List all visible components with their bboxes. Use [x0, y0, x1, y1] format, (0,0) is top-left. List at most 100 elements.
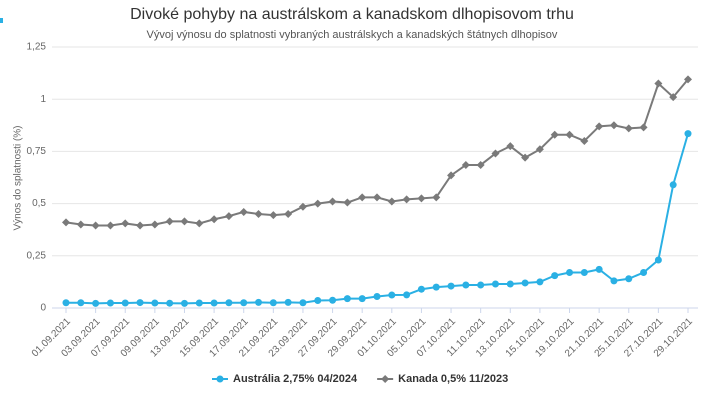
point: [625, 275, 633, 283]
y-tick-label: 0,25: [27, 250, 47, 261]
point: [551, 272, 559, 280]
point: [210, 299, 218, 307]
point: [62, 299, 70, 307]
point: [313, 199, 322, 208]
point: [92, 299, 100, 307]
point: [121, 299, 129, 307]
point: [609, 121, 618, 130]
point: [447, 282, 455, 290]
point: [432, 283, 440, 291]
point: [239, 207, 248, 216]
point: [684, 75, 692, 84]
point: [166, 299, 174, 307]
point: [254, 210, 263, 219]
point: [477, 281, 485, 289]
point: [461, 160, 470, 169]
point: [150, 220, 159, 229]
point: [580, 136, 589, 145]
point: [462, 281, 470, 289]
point: [373, 293, 381, 301]
point: [640, 269, 648, 277]
point: [550, 130, 559, 139]
point: [595, 265, 603, 273]
corner-mark: [0, 18, 3, 23]
point: [387, 197, 396, 206]
point: [476, 160, 485, 169]
point: [654, 256, 662, 264]
point: [62, 218, 70, 227]
series: [62, 75, 692, 230]
point: [595, 122, 604, 131]
y-tick-label: 0,5: [32, 198, 46, 209]
legend-label: Austrália 2,75% 04/2024: [233, 373, 358, 385]
point: [580, 269, 588, 277]
point: [299, 299, 307, 307]
point: [447, 171, 456, 180]
y-axis-label: Výnos do splatnosti (%): [13, 125, 24, 230]
series-line: [66, 133, 689, 305]
point: [180, 299, 188, 307]
point: [417, 285, 425, 293]
point: [91, 221, 100, 230]
point: [521, 153, 530, 162]
point: [388, 291, 396, 299]
point: [432, 193, 441, 202]
point: [669, 181, 677, 189]
point: [373, 193, 381, 202]
point: [521, 279, 529, 287]
point: [77, 299, 85, 307]
chart-title: Divoké pohyby na austrálskom a kanadskom…: [130, 6, 574, 23]
point: [328, 197, 337, 206]
chart-subtitle: Vývoj výnosu do splatnosti vybraných aus…: [147, 29, 558, 41]
point: [136, 299, 144, 307]
point: [535, 145, 544, 154]
point: [255, 298, 263, 306]
point: [654, 79, 663, 88]
legend-marker: [381, 375, 390, 383]
point: [240, 299, 248, 307]
point: [269, 299, 277, 307]
point: [269, 211, 278, 220]
point: [506, 142, 515, 151]
point: [639, 123, 648, 132]
point: [165, 217, 174, 226]
legend-label: Kanada 0,5% 11/2023: [398, 373, 508, 385]
y-tick-label: 0: [40, 303, 46, 314]
point: [298, 202, 307, 211]
point: [684, 130, 692, 138]
point: [536, 278, 544, 286]
point: [610, 277, 618, 285]
point: [343, 198, 352, 207]
point: [669, 93, 678, 102]
point: [195, 219, 204, 228]
point: [121, 219, 130, 228]
point: [284, 298, 292, 306]
point: [417, 194, 426, 203]
point: [210, 215, 219, 224]
point: [106, 221, 115, 230]
point: [491, 149, 500, 158]
point: [195, 299, 203, 307]
point: [402, 195, 411, 204]
point: [314, 296, 322, 304]
point: [106, 299, 114, 307]
point: [76, 220, 85, 229]
point: [343, 295, 351, 303]
y-tick-label: 1: [40, 94, 46, 105]
point: [506, 280, 514, 288]
point: [225, 299, 233, 307]
point: [491, 280, 499, 288]
point: [224, 212, 233, 221]
series: [62, 130, 692, 307]
point: [403, 291, 411, 299]
legend-marker: [216, 375, 224, 383]
point: [358, 193, 367, 202]
point: [566, 269, 574, 277]
point: [358, 295, 366, 303]
y-tick-label: 1,25: [27, 42, 47, 53]
y-tick-label: 0,75: [27, 146, 47, 157]
point: [284, 210, 293, 219]
point: [180, 217, 189, 226]
point: [565, 130, 574, 139]
